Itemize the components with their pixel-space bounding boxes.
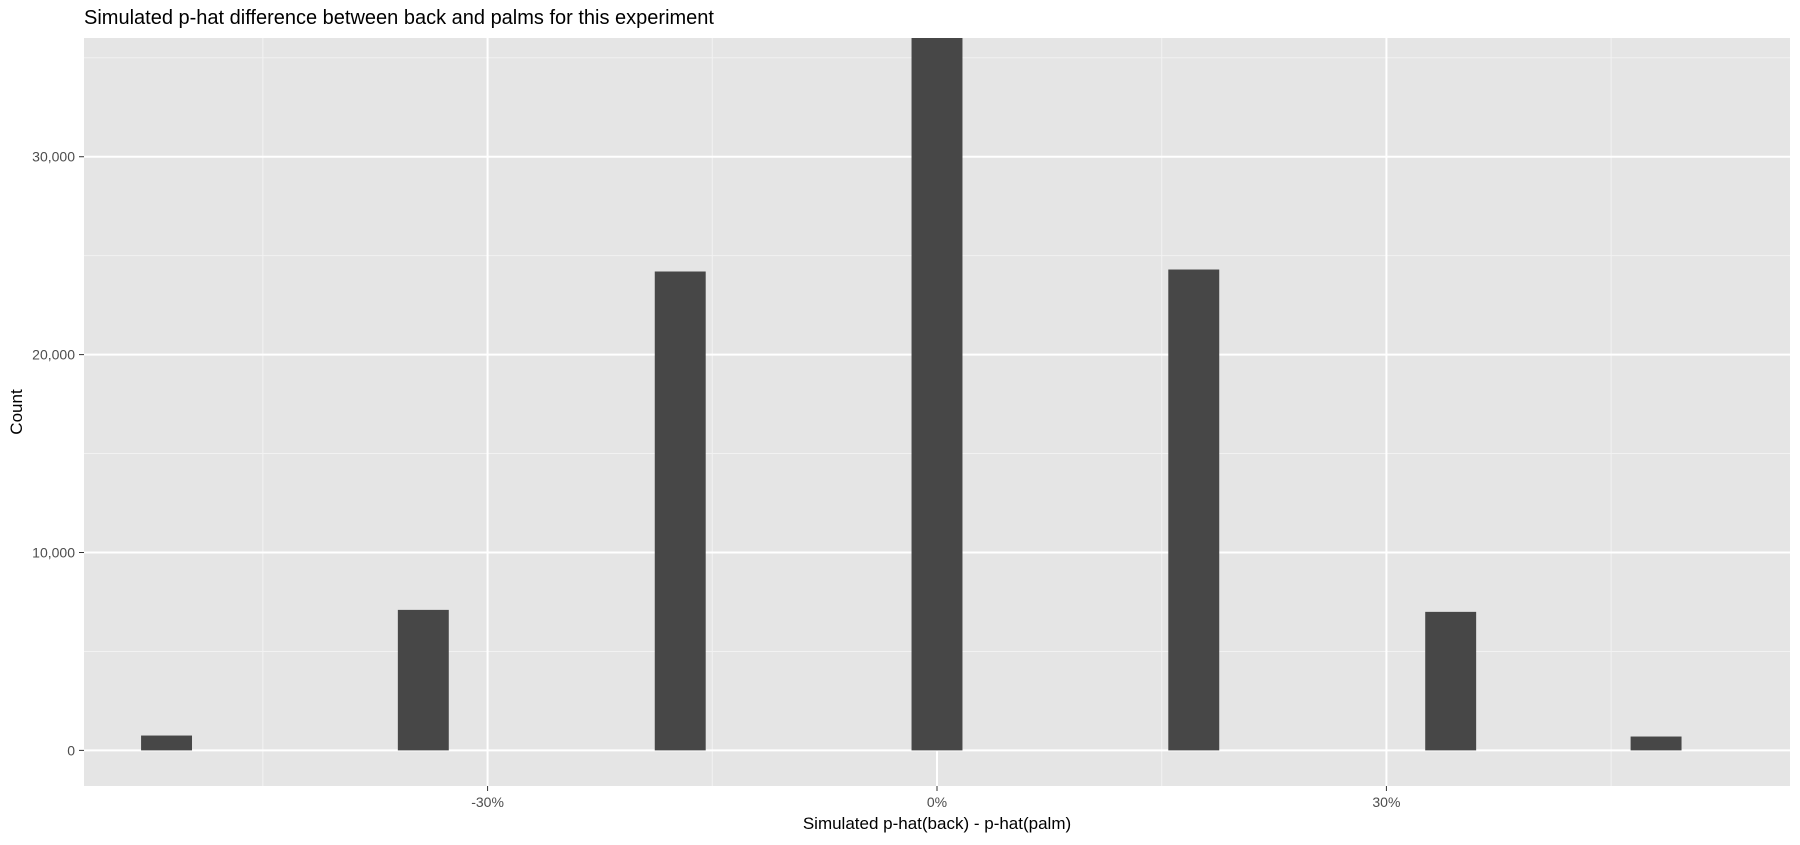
- histogram-bar: [1425, 611, 1477, 751]
- y-axis: 0 10,000 20,000 30,000: [32, 149, 84, 758]
- histogram-bar: [1630, 736, 1682, 751]
- chart-title: Simulated p-hat difference between back …: [84, 7, 714, 29]
- histogram-bar: [141, 735, 193, 751]
- y-axis-title: Count: [7, 389, 26, 435]
- x-axis-title: Simulated p-hat(back) - p-hat(palm): [803, 814, 1071, 833]
- x-axis: -30% 0% 30%: [471, 786, 1400, 810]
- y-tick-label: 10,000: [32, 544, 75, 560]
- bars: [141, 38, 1682, 751]
- x-tick-label: 30%: [1372, 794, 1400, 810]
- histogram-bar: [654, 271, 706, 751]
- x-tick-label: -30%: [471, 794, 504, 810]
- histogram-bar: [911, 38, 963, 751]
- y-tick-label: 30,000: [32, 149, 75, 165]
- x-tick-label: 0%: [927, 794, 947, 810]
- histogram-bar: [397, 609, 449, 751]
- y-tick-label: 0: [67, 742, 75, 758]
- y-tick-label: 20,000: [32, 347, 75, 363]
- histogram-bar: [1168, 269, 1220, 751]
